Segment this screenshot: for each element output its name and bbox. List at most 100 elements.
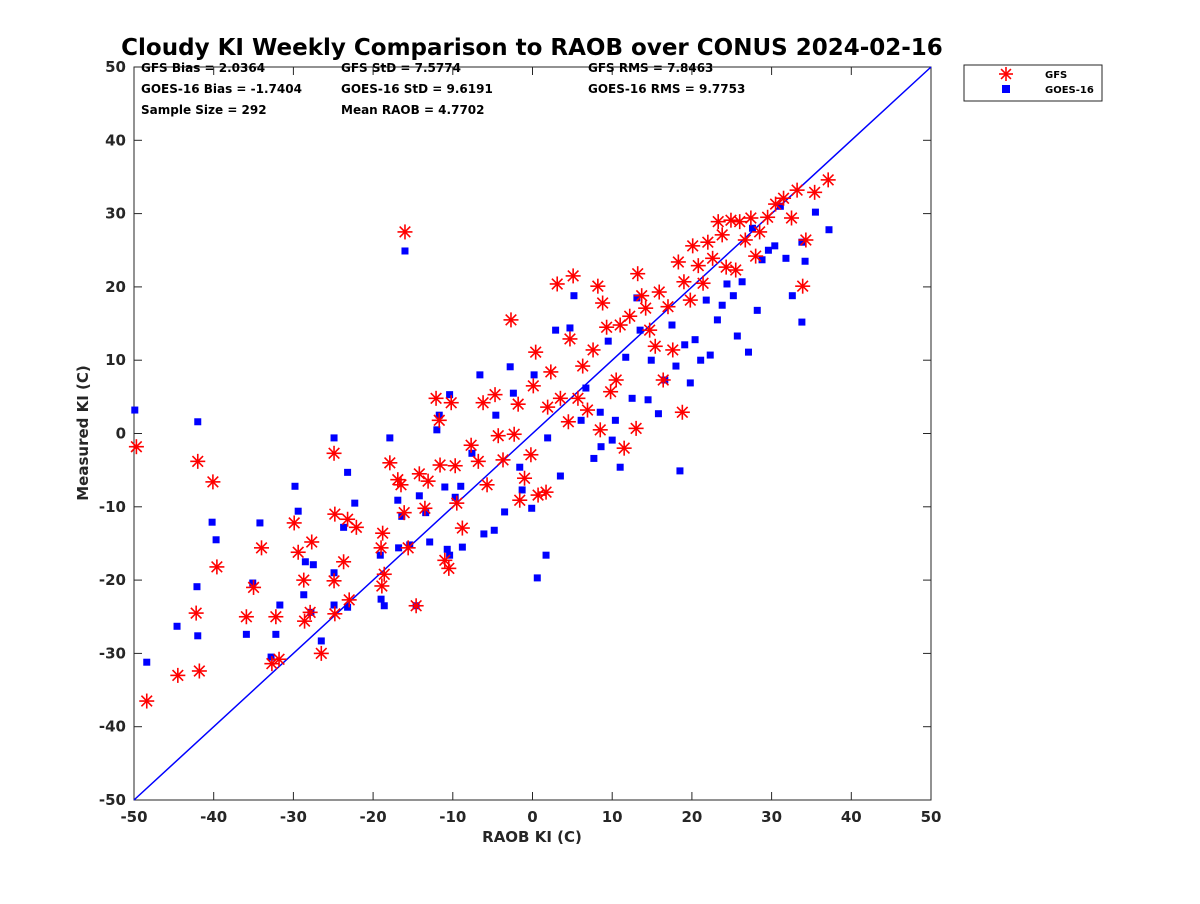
gfs-point: [264, 656, 280, 672]
goes16-point: [194, 632, 202, 640]
y-tick-label: 20: [105, 278, 126, 296]
legend: GFS GOES-16: [963, 64, 1103, 102]
gfs-point: [752, 224, 768, 240]
goes16-point: [516, 463, 524, 471]
y-tick-label: -30: [99, 644, 126, 662]
asterisk-stroke: [410, 599, 423, 612]
gfs-point: [714, 227, 730, 243]
asterisk-stroke: [492, 429, 505, 442]
stats-text: GFS Bias = 2.0364 GFS StD = 7.5774 GFS RMS…: [141, 61, 745, 117]
asterisk-stroke: [716, 228, 729, 241]
goes16-point: [446, 391, 454, 399]
asterisk-stroke: [298, 615, 311, 628]
legend-goes-label: GOES-16: [1045, 85, 1094, 96]
asterisk-stroke: [639, 302, 652, 315]
asterisk-stroke: [525, 448, 537, 461]
y-tick-label: -20: [99, 571, 126, 589]
goes16-point: [443, 545, 451, 553]
gfs-point: [595, 295, 611, 311]
goes16-point: [654, 410, 662, 418]
legend-box: [963, 64, 1103, 102]
goes16-point: [276, 601, 284, 609]
gfs-point: [628, 420, 644, 436]
goes16-point: [194, 418, 202, 426]
y-tick-label: 30: [105, 205, 126, 223]
gfs-point: [297, 613, 313, 629]
asterisk-stroke: [518, 472, 531, 485]
asterisk-stroke: [1000, 68, 1012, 80]
gfs-point: [608, 372, 624, 388]
asterisk-stroke: [572, 392, 584, 405]
goes16-point: [733, 332, 741, 340]
y-tick-label: 10: [105, 351, 126, 369]
goes16-point: [506, 363, 514, 371]
asterisk-stroke: [297, 574, 310, 586]
asterisk-stroke: [769, 198, 782, 210]
asterisk-stroke: [247, 581, 260, 594]
gfs-point: [670, 254, 686, 270]
gfs-point: [479, 477, 495, 493]
asterisk-stroke: [576, 360, 589, 372]
gfs-point: [695, 275, 711, 291]
goes16-point: [406, 541, 414, 549]
asterisk-stroke: [375, 580, 388, 592]
goes16-point: [208, 518, 216, 526]
gfs-point: [795, 278, 811, 294]
asterisk-stroke: [529, 346, 542, 359]
asterisk-stroke: [305, 536, 318, 548]
asterisk-stroke: [785, 212, 798, 224]
asterisk-stroke: [614, 319, 627, 331]
goes16-point: [340, 523, 348, 531]
x-tick-label: 50: [921, 808, 942, 826]
gfs-point: [128, 439, 144, 455]
gfs-point: [393, 477, 409, 493]
goes16-point: [596, 408, 604, 416]
goes16-point: [825, 226, 833, 234]
goes16-point: [771, 242, 779, 250]
gfs-point: [599, 319, 615, 335]
asterisk-stroke: [193, 665, 206, 677]
goes16-point: [330, 601, 338, 609]
gfs-point: [327, 506, 343, 522]
goes16-point: [501, 508, 509, 516]
gfs-point: [375, 525, 391, 541]
gfs-point: [660, 299, 676, 315]
gfs-point: [302, 604, 318, 620]
goes16-point: [377, 595, 385, 603]
asterisk-stroke: [540, 486, 552, 499]
asterisk-stroke: [395, 478, 407, 491]
goes16-point: [608, 436, 616, 444]
gfs-point: [271, 651, 287, 667]
goes16-point: [611, 416, 619, 424]
asterisk-stroke: [481, 478, 493, 491]
gfs-point: [191, 663, 207, 679]
asterisk-stroke: [288, 517, 301, 529]
goes16-point: [597, 443, 605, 451]
gfs-point: [487, 387, 503, 403]
goes16-point: [744, 348, 752, 356]
gfs-point: [420, 473, 436, 489]
goes16-point: [143, 658, 151, 666]
stat-text: GOES-16 Bias = -1.7404: [141, 82, 302, 96]
goes16-point: [457, 482, 465, 490]
goes16-point: [468, 449, 476, 457]
goes16-point: [344, 468, 352, 476]
gfs-point: [510, 396, 526, 412]
gfs-point: [776, 190, 792, 206]
goes16-point: [294, 507, 302, 515]
gfs-point: [327, 606, 343, 622]
gfs-point: [642, 322, 658, 338]
goes16-point: [622, 353, 630, 361]
gfs-point: [570, 390, 586, 406]
asterisk-stroke: [391, 473, 404, 486]
asterisk-stroke: [657, 374, 670, 386]
goes16-point: [309, 561, 317, 569]
goes16-point: [426, 538, 434, 546]
legend-goes-square-icon: [1002, 85, 1010, 93]
asterisk-stroke: [350, 521, 363, 534]
asterisk-stroke: [623, 310, 636, 323]
asterisk-stroke: [269, 610, 282, 623]
goes16-point: [570, 292, 578, 300]
gfs-point: [525, 378, 541, 394]
goes16-point: [441, 483, 449, 491]
